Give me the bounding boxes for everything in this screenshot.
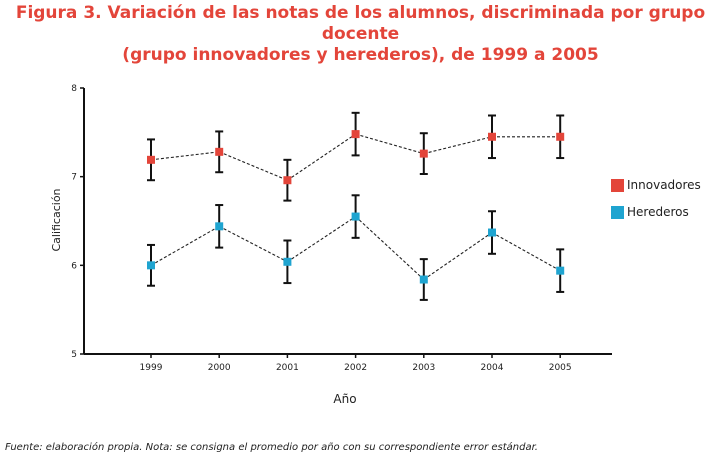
x-tick-label-1999: 1999	[140, 363, 163, 373]
data-point-herederos-2003	[419, 275, 428, 284]
data-point-innovadores-2004	[488, 132, 496, 141]
data-point-herederos-2002	[351, 212, 360, 221]
series-herederos	[147, 194, 565, 301]
data-point-herederos-2004	[488, 228, 496, 237]
data-point-innovadores-2001	[283, 176, 292, 185]
series-line-herederos-2001	[287, 216, 356, 263]
series-layer	[147, 111, 565, 301]
series-line-innovadores-1999	[150, 151, 220, 161]
x-tick-label-2001: 2001	[276, 363, 299, 373]
chart-title-line-1: Figura 3. Variación de las notas de los …	[15, 3, 706, 44]
x-tick-label-2003: 2003	[412, 363, 435, 373]
x-tick-label-2004: 2004	[481, 363, 504, 373]
series-line-herederos-2003	[423, 232, 493, 280]
chart-axes	[83, 88, 612, 355]
y-tick-label-7: 7	[71, 173, 77, 183]
data-point-innovadores-2005	[556, 132, 565, 141]
legend-item-innovadores: Innovadores	[611, 178, 701, 192]
y-tick-label-8: 8	[71, 84, 77, 94]
legend-swatch-innovadores	[611, 178, 624, 192]
chart-title: Figura 3. Variación de las notas de los …	[0, 3, 721, 66]
x-tick-label-2005: 2005	[549, 363, 572, 373]
series-line-herederos-1999	[150, 225, 220, 266]
y-tick-label-6: 6	[71, 261, 77, 271]
legend-label-herederos: Herederos	[627, 205, 689, 219]
series-line-innovadores-2001	[287, 133, 356, 181]
data-point-herederos-2005	[556, 266, 565, 275]
series-line-innovadores-2003	[423, 136, 493, 155]
series-line-herederos-2000	[218, 225, 288, 263]
data-point-herederos-2000	[215, 222, 224, 231]
x-tick-label-2000: 2000	[208, 363, 231, 373]
data-point-innovadores-1999	[147, 155, 155, 164]
series-line-innovadores-2002	[355, 133, 424, 155]
series-innovadores	[147, 111, 565, 202]
data-point-innovadores-2000	[215, 147, 224, 156]
chart-legend: Innovadores Herederos	[611, 178, 701, 232]
y-axis-label: Calificación	[50, 188, 63, 251]
source-footnote: Fuente: elaboración propia. Nota: se con…	[5, 442, 538, 453]
data-point-innovadores-2003	[419, 149, 428, 158]
x-tick-label-2002: 2002	[344, 363, 367, 373]
series-line-innovadores-2000	[218, 151, 288, 181]
legend-item-herederos: Herederos	[611, 205, 701, 219]
legend-label-innovadores: Innovadores	[627, 178, 701, 192]
data-point-herederos-2001	[283, 257, 292, 266]
series-line-herederos-2002	[355, 216, 425, 280]
x-axis-label: Año	[333, 392, 356, 406]
data-point-herederos-1999	[147, 261, 155, 270]
x-axis-ticks: 1999 2000 2001 2002 2003 2004 2005	[140, 354, 572, 373]
chart-title-line-2: (grupo innovadores y herederos), de 1999…	[122, 45, 599, 65]
series-line-herederos-2004	[491, 232, 561, 272]
legend-swatch-herederos	[611, 205, 624, 219]
data-point-innovadores-2002	[351, 130, 360, 139]
y-axis-ticks: 5 6 7 8	[71, 84, 84, 360]
y-tick-label-5: 5	[71, 350, 77, 360]
